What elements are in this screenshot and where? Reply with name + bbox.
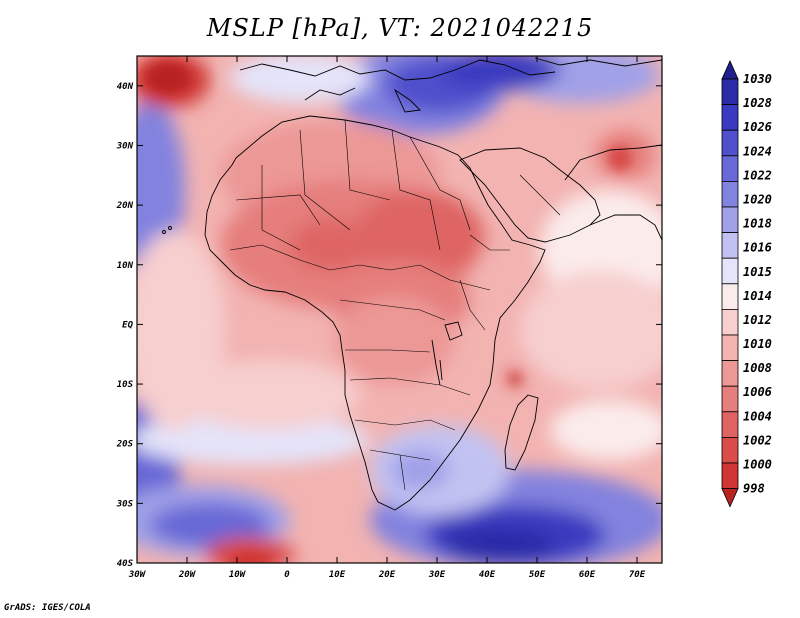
y-tick-label: 40N	[117, 82, 134, 92]
y-tick-label: 20S	[116, 440, 134, 450]
colorbar-label: 1010	[743, 337, 772, 351]
colorbar-label: 1022	[743, 168, 772, 182]
colorbar-box	[721, 257, 739, 285]
colorbar-box	[721, 155, 739, 182]
colorbar-box	[721, 206, 739, 234]
x-axis: 30W 20W 10W 0 10E 20E 30E 40E 50E 60E 70E	[128, 56, 646, 580]
colorbar-bottom-arrow	[721, 488, 739, 508]
colorbar: 1030 1028 1026 1024 1022 1020 1018 1016 1015 1014…	[721, 60, 772, 508]
y-tick-label: 10S	[117, 380, 134, 390]
colorbar-label: 1030	[743, 72, 772, 86]
y-tick-label: EQ	[122, 320, 133, 330]
colorbar-label: 1012	[743, 313, 772, 327]
x-tick-label: 40E	[479, 570, 496, 580]
y-tick-label: 40S	[117, 559, 134, 569]
y-tick-label: 30N	[116, 141, 134, 151]
coastlines	[162, 57, 662, 511]
colorbar-box	[721, 283, 739, 310]
x-tick-label: 70E	[629, 570, 646, 580]
x-tick-label: 50E	[529, 570, 546, 580]
x-tick-label: 10E	[329, 570, 346, 580]
country-borders	[229, 119, 561, 491]
x-tick-label: 60E	[579, 570, 596, 580]
x-tick-label: 10W	[229, 570, 247, 580]
plot-frame	[136, 55, 663, 564]
colorbar-label: 1015	[743, 265, 772, 279]
colorbar-label: 1014	[743, 289, 772, 303]
y-axis: 40N 30N 20N 10N EQ 10S 20S 30S 40S	[116, 82, 662, 569]
colorbar-label: 1016	[743, 241, 772, 255]
credit-text: GrADS: IGES/COLA	[4, 603, 91, 613]
colorbar-label: 1028	[743, 96, 772, 110]
colorbar-box	[721, 334, 739, 362]
colorbar-label: 1006	[743, 385, 772, 399]
x-tick-label: 20E	[378, 570, 396, 580]
y-tick-label: 20N	[116, 201, 134, 211]
colorbar-label: 1002	[743, 433, 772, 447]
colorbar-box	[721, 360, 739, 387]
colorbar-box	[721, 78, 739, 106]
x-tick-label: 30E	[428, 570, 446, 580]
colorbar-box	[721, 104, 739, 131]
colorbar-box	[721, 385, 739, 413]
colorbar-box	[721, 462, 739, 490]
colorbar-label: 1008	[743, 361, 772, 375]
colorbar-box	[721, 129, 739, 157]
y-tick-label: 30S	[116, 499, 134, 509]
y-tick-label: 10N	[117, 261, 134, 271]
x-tick-label: 0	[284, 570, 290, 580]
colorbar-box	[721, 436, 739, 464]
x-tick-label: 30W	[128, 570, 147, 580]
colorbar-box	[721, 411, 739, 438]
colorbar-label: 1018	[743, 217, 772, 231]
pressure-field	[137, 56, 662, 563]
colorbar-top-arrow	[721, 60, 739, 80]
colorbar-label: 1026	[743, 120, 772, 134]
colorbar-box	[721, 308, 739, 336]
colorbar-label: 1004	[743, 409, 772, 423]
colorbar-label: 998	[743, 482, 765, 496]
x-tick-label: 20W	[178, 570, 197, 580]
colorbar-box	[721, 180, 739, 208]
colorbar-label: 1020	[743, 192, 772, 206]
map-title: MSLP [hPa], VT: 2021042215	[206, 14, 594, 42]
colorbar-label: 1024	[743, 144, 772, 158]
colorbar-box	[721, 232, 739, 259]
colorbar-label: 1000	[743, 458, 772, 472]
